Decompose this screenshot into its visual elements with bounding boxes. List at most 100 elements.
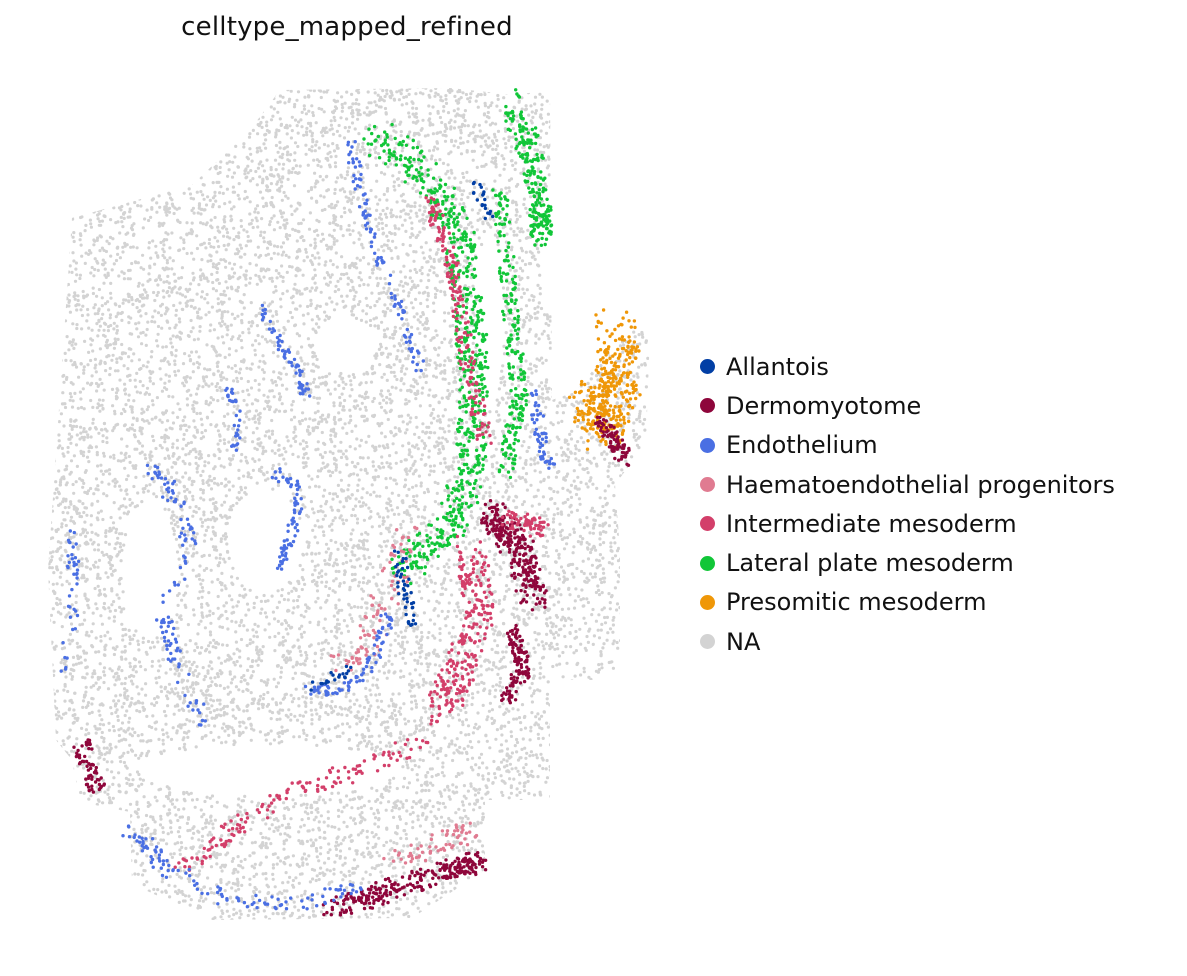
cell-point-na (598, 577, 603, 581)
cell-point-na (134, 670, 138, 674)
spatial-scatter-plot (44, 84, 656, 920)
cell-point-na (128, 215, 132, 219)
cell-point-na (616, 900, 620, 904)
cell-point-na (128, 642, 132, 646)
cell-point-na (559, 367, 563, 371)
cell-point-na (228, 895, 233, 899)
cell-point-na (598, 553, 603, 557)
cell-point-na (552, 394, 556, 398)
cell-point-na (554, 186, 558, 190)
cell-point-na (536, 305, 540, 309)
cell-point-na (150, 399, 155, 403)
cell-point-na (162, 125, 166, 129)
cell-point-na (613, 197, 617, 201)
cell-point-na (195, 852, 199, 856)
cell-point-na (557, 654, 562, 658)
cell-point-na (653, 800, 656, 803)
cell-point-na (122, 497, 127, 501)
cell-point-na (348, 232, 352, 237)
cell-point-na (167, 144, 171, 148)
cell-point-na (231, 120, 235, 124)
cell-point-na (648, 577, 650, 582)
cell-point-na (520, 919, 524, 920)
cell-point-na (365, 106, 369, 110)
cell-point-na (154, 251, 158, 255)
cell-point-na (410, 805, 414, 810)
cell-point-na (568, 254, 572, 258)
cell-point-na (598, 758, 602, 763)
cell-point-na (331, 263, 335, 267)
cell-point-na (374, 195, 378, 199)
cell-point-na (425, 662, 429, 666)
cell-point-na (597, 694, 602, 699)
cell-point-na (60, 208, 64, 212)
cell-point-na (209, 621, 213, 625)
cell-point-na (620, 277, 624, 281)
cell-point-na (398, 215, 402, 219)
cell-point-na (458, 903, 462, 907)
cell-point-na (44, 89, 47, 92)
cell-point-na (450, 306, 454, 310)
cell-point-na (91, 286, 95, 290)
cell-point-na (254, 84, 257, 87)
cell-point-na (181, 125, 186, 130)
cell-point-na (614, 897, 618, 901)
cell-point-na (148, 483, 152, 487)
cell-point-na (338, 500, 342, 504)
cell-point-na (573, 636, 577, 640)
cell-point-na (589, 476, 593, 480)
cell-point-na (647, 162, 650, 166)
cell-point-na (589, 102, 593, 106)
cell-point-na (142, 288, 147, 292)
cell-point-na (465, 566, 470, 571)
cell-point-na (87, 184, 91, 188)
cell-point-na (477, 756, 482, 760)
cell-point-na (69, 459, 74, 463)
cell-point-na (449, 150, 453, 154)
cell-point-na (588, 572, 593, 576)
cell-point-na (625, 685, 629, 690)
cell-point-na (564, 912, 568, 917)
cell-point-na (95, 129, 99, 133)
cell-point-na (351, 102, 355, 106)
cell-point-na (558, 140, 562, 144)
cell-point-na (118, 256, 122, 260)
cell-point-na (89, 199, 93, 204)
cell-point-na (529, 875, 533, 879)
cell-point-na (169, 852, 173, 856)
cell-point-na (579, 766, 583, 770)
cell-point-na (608, 905, 612, 910)
cell-point-na (225, 448, 229, 452)
cell-point-na (402, 289, 406, 293)
cell-point-na (625, 470, 630, 474)
cell-point-na (378, 363, 382, 367)
cell-point-na (375, 208, 379, 212)
cell-point-na (633, 302, 638, 306)
cell-point-na (262, 169, 266, 173)
cell-point-na (569, 341, 573, 346)
cell-point-na (91, 405, 95, 409)
cell-point-na (465, 561, 469, 565)
cell-point-na (94, 602, 98, 606)
cell-point-na (602, 541, 606, 545)
cell-point-na (126, 750, 130, 755)
cell-point-na (353, 294, 357, 298)
cell-point-na (152, 158, 157, 162)
cell-point-na (199, 473, 203, 478)
cell-point-na (398, 344, 403, 348)
cell-point-na (623, 774, 627, 779)
cell-point-na (281, 95, 285, 99)
cell-point-na (99, 169, 103, 173)
cell-point-na (48, 858, 49, 862)
cell-point-na (225, 333, 229, 337)
cell-point-na (282, 250, 286, 254)
cell-point-na (154, 909, 158, 914)
cell-point-na (569, 495, 574, 499)
cell-point-na (172, 518, 176, 522)
cell-point-na (582, 816, 586, 820)
cell-point-na (312, 158, 316, 162)
cell-point-na (62, 380, 66, 384)
cell-point-na (653, 403, 656, 406)
cell-point-na (48, 710, 52, 715)
cell-point-na (515, 740, 520, 745)
